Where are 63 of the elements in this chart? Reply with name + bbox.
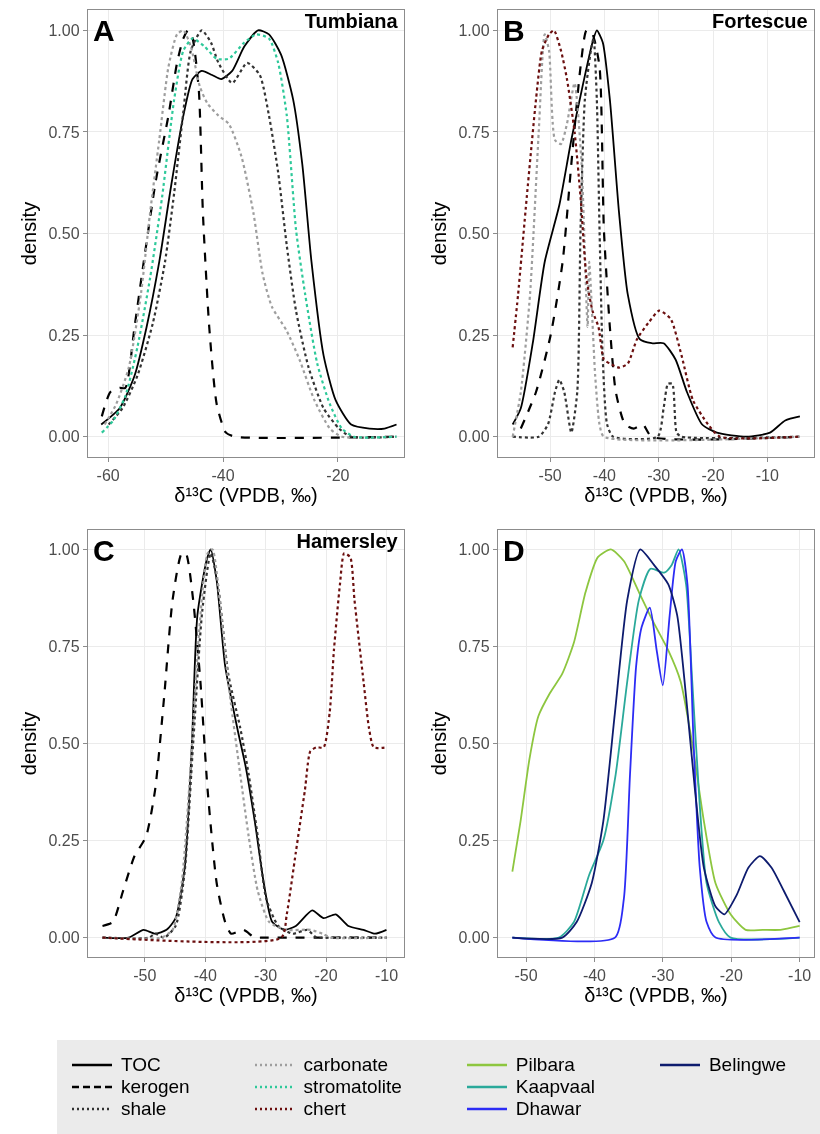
legend-label: Pilbara	[515, 1054, 575, 1076]
x-axis-title: δ¹³C (VPDB, ‰)	[584, 984, 728, 1007]
x-tick-label: -20	[719, 967, 743, 985]
y-axis-title: density	[428, 711, 451, 776]
y-axis-title: density	[18, 201, 41, 266]
y-tick-label: 1.00	[48, 21, 80, 39]
y-tick-label: 0.00	[48, 929, 80, 947]
y-tick-label: 0.50	[458, 225, 490, 243]
annotation: A	[93, 14, 115, 47]
y-tick-label: 1.00	[458, 541, 490, 559]
x-tick-label: -10	[755, 467, 779, 485]
y-tick-label: 0.50	[458, 735, 490, 753]
y-axis-title: density	[18, 711, 41, 776]
x-tick-label: -50	[133, 967, 157, 985]
x-tick-label: -50	[538, 467, 562, 485]
x-tick-label: -10	[374, 967, 399, 985]
y-tick-label: 0.75	[458, 123, 490, 141]
y-tick-label: 0.75	[48, 123, 80, 141]
y-tick-label: 1.00	[48, 541, 80, 559]
x-tick-label: -50	[514, 967, 538, 985]
y-tick-label: 0.50	[48, 225, 80, 243]
y-tick-label: 1.00	[458, 21, 490, 39]
x-axis-title: δ¹³C (VPDB, ‰)	[174, 984, 318, 1007]
x-tick-label: -40	[592, 467, 617, 485]
x-tick-label: -60	[96, 467, 120, 485]
legend-label: chert	[303, 1098, 346, 1120]
x-tick-label: -30	[651, 967, 675, 985]
y-tick-label: 0.75	[458, 638, 490, 656]
x-tick-label: -30	[254, 967, 278, 985]
annotation: D	[503, 534, 525, 567]
y-tick-label: 0.00	[48, 428, 80, 446]
y-tick-label: 0.25	[48, 326, 80, 344]
y-tick-label: 0.00	[458, 428, 490, 446]
annotation: C	[93, 534, 115, 567]
y-tick-label: 0.00	[458, 929, 490, 947]
x-axis-title: δ¹³C (VPDB, ‰)	[584, 484, 728, 507]
y-tick-label: 0.50	[48, 735, 80, 753]
legend-label: kerogen	[121, 1076, 190, 1098]
x-axis-title: δ¹³C (VPDB, ‰)	[174, 484, 318, 507]
legend-label: Dhawar	[515, 1098, 582, 1120]
legend-label: TOC	[121, 1054, 161, 1076]
x-tick-label: -40	[211, 467, 235, 485]
x-tick-label: -20	[326, 467, 350, 485]
chart-title: Tumbiana	[304, 10, 399, 33]
chart-title: Fortescue	[712, 10, 808, 33]
x-tick-label: -40	[582, 967, 607, 985]
legend-label: shale	[121, 1098, 167, 1120]
x-tick-label: -30	[647, 467, 671, 485]
y-tick-label: 0.75	[48, 638, 80, 656]
x-tick-label: -40	[193, 967, 217, 985]
legend-label: carbonate	[303, 1054, 389, 1076]
annotation: B	[503, 14, 525, 47]
y-axis-title: density	[428, 201, 451, 266]
y-tick-label: 0.25	[458, 326, 490, 344]
y-tick-label: 0.25	[458, 832, 490, 850]
chart-title: Hamersley	[296, 530, 399, 553]
x-tick-label: -10	[788, 967, 812, 985]
x-tick-label: -20	[701, 467, 725, 485]
x-tick-label: -20	[314, 967, 338, 985]
legend-label: Kaapvaal	[515, 1076, 595, 1098]
y-tick-label: 0.25	[48, 832, 80, 850]
legend-label: Belingwe	[708, 1054, 787, 1076]
legend-label: stromatolite	[303, 1076, 402, 1098]
